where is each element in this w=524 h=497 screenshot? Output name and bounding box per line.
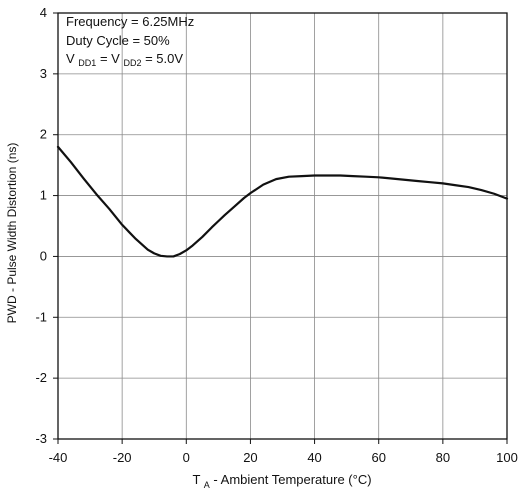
x-tick-label: 0: [183, 450, 190, 465]
x-tick-label: 100: [496, 450, 518, 465]
voltage-equals: =: [100, 51, 111, 66]
x-tick-label: 20: [243, 450, 257, 465]
y-tick-label: 4: [40, 5, 47, 20]
y-tick-label: 0: [40, 248, 47, 263]
series-layer: [56, 145, 509, 258]
x-tick-label: 40: [307, 450, 321, 465]
x-tick-label: 60: [371, 450, 385, 465]
y-tick-label: -1: [35, 309, 47, 324]
annotation-duty-cycle: Duty Cycle = 50%: [66, 33, 170, 48]
x-axis-label: T A - Ambient Temperature (°C): [192, 472, 371, 491]
x-axis-symbol: T: [192, 472, 200, 487]
voltage-symbol-1: V: [66, 51, 75, 66]
x-axis-ticks: -40 -20 0 20 40 60 80 100: [49, 439, 518, 465]
voltage-subscript-2: DD2: [123, 58, 141, 68]
x-tick-label: -20: [113, 450, 132, 465]
y-tick-label: -2: [35, 370, 47, 385]
y-tick-label: 3: [40, 66, 47, 81]
grid: [57, 12, 508, 440]
x-tick-label: -40: [49, 450, 68, 465]
x-axis-label-rest: - Ambient Temperature (°C): [213, 472, 371, 487]
plot-frame: [57, 12, 508, 440]
voltage-value: = 5.0V: [145, 51, 183, 66]
annotation-frequency: Frequency = 6.25MHz: [66, 14, 194, 29]
x-axis-subscript: A: [204, 480, 210, 490]
y-tick-label: -3: [35, 431, 47, 446]
y-axis-ticks: -3 -2 -1 0 1 2 3 4: [35, 5, 58, 446]
annotation-voltage: V DD1 = V DD2 = 5.0V: [66, 51, 183, 69]
y-tick-label: 2: [40, 127, 47, 142]
voltage-symbol-2: V: [111, 51, 120, 66]
y-axis-label: PWD - Pulse Width Distortion (ns): [5, 143, 19, 324]
x-tick-label: 80: [436, 450, 450, 465]
series-line: [56, 145, 509, 258]
y-tick-label: 1: [40, 188, 47, 203]
annotation-box: Frequency = 6.25MHz Duty Cycle = 50% V D…: [66, 14, 194, 69]
voltage-subscript-1: DD1: [78, 58, 96, 68]
